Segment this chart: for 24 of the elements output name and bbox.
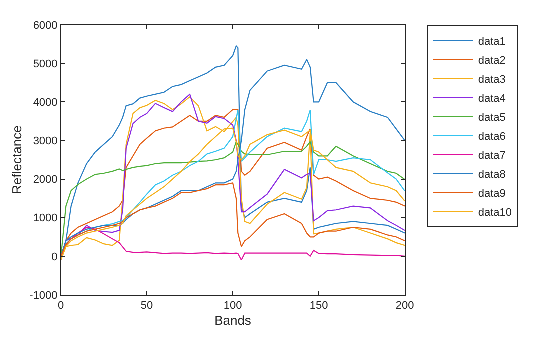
legend-label: data7	[478, 150, 506, 162]
x-tick-label: 150	[310, 300, 328, 312]
y-tick-label: 5000	[33, 58, 58, 70]
x-axis-title: Bands	[214, 312, 252, 328]
legend-label: data6	[478, 130, 506, 143]
y-tick-label: 4000	[33, 96, 58, 109]
x-tick-label: 100	[224, 300, 242, 312]
x-tick-label: 50	[140, 300, 154, 312]
legend-label: data1	[478, 36, 506, 48]
legend-label: data10	[478, 206, 512, 219]
legend-label: data4	[478, 92, 506, 105]
legend-label: data8	[478, 168, 506, 181]
y-tick-label: 2000	[33, 174, 58, 186]
y-tick-label: -1000	[30, 290, 58, 302]
legend-label: data9	[478, 188, 506, 200]
y-tick-label: 0	[52, 251, 58, 264]
y-tick-label: 3000	[33, 136, 58, 148]
y-axis-title: Reflectance	[10, 126, 25, 194]
y-tick-label: 1000	[33, 212, 58, 225]
legend-label: data2	[478, 54, 506, 67]
legend-label: data3	[478, 74, 506, 86]
y-tick-label: 6000	[33, 20, 58, 32]
x-tick-label: 200	[396, 300, 414, 312]
legend-label: data5	[478, 112, 506, 124]
